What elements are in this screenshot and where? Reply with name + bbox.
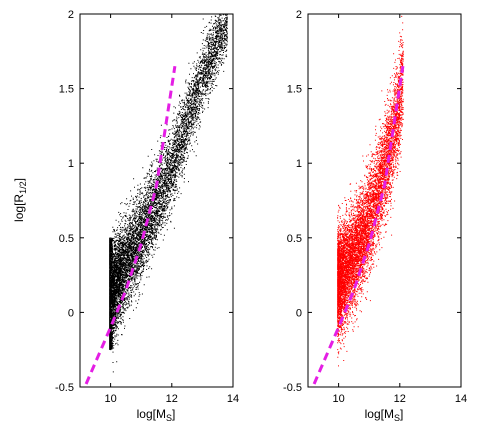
y-tick-label: 2: [296, 9, 302, 21]
left-panel: 10 12 14 -0.5 0 0.5 1 1.5 2 log[MS] log[R1/2]: [12, 9, 239, 423]
y-tick-label: 1.5: [59, 84, 74, 96]
left-y-axis-label: log[R1/2]: [12, 178, 28, 222]
scatter-points: [337, 15, 404, 367]
x-tick-label: 12: [166, 393, 178, 405]
y-tick-label: 0.5: [287, 233, 302, 245]
right-point-cloud: [337, 15, 404, 367]
y-tick-label: 0: [296, 307, 302, 319]
y-tick-label: 0: [68, 307, 74, 319]
right-ticks: 10 12 14 -0.5 0 0.5 1 1.5 2: [283, 9, 467, 405]
y-tick-label: 1: [68, 158, 74, 170]
x-tick-label: 10: [332, 393, 344, 405]
y-tick-label: 2: [68, 9, 74, 21]
left-point-cloud: [109, 13, 228, 373]
scatter-points: [109, 13, 228, 373]
y-tick-label: 1.5: [287, 84, 302, 96]
left-x-axis-label: log[MS]: [137, 407, 176, 423]
x-tick-label: 10: [104, 393, 116, 405]
y-tick-label: -0.5: [283, 382, 302, 394]
y-tick-label: -0.5: [55, 382, 74, 394]
right-panel: 10 12 14 -0.5 0 0.5 1 1.5 2 log[MS]: [283, 9, 467, 423]
left-ticks: 10 12 14 -0.5 0 0.5 1 1.5 2: [55, 9, 239, 405]
x-tick-label: 14: [227, 393, 239, 405]
x-tick-label: 14: [455, 393, 467, 405]
x-tick-label: 12: [394, 393, 406, 405]
right-x-axis-label: log[MS]: [365, 407, 404, 423]
y-tick-label: 1: [296, 158, 302, 170]
y-tick-label: 0.5: [59, 233, 74, 245]
